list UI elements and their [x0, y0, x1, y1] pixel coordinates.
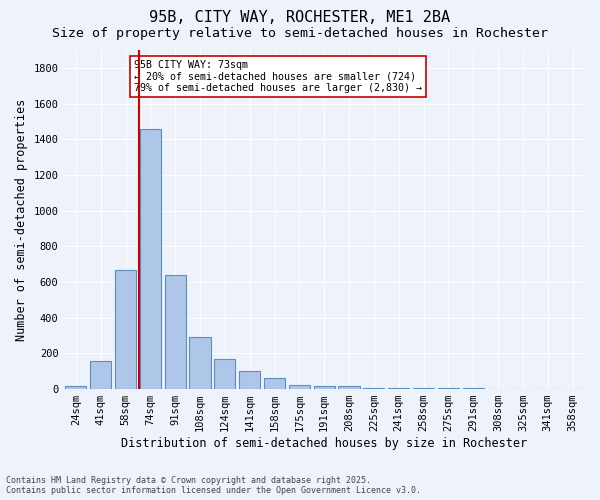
Bar: [239, 371, 260, 389]
Bar: [164, 275, 186, 389]
Bar: [264, 378, 285, 389]
Text: 95B CITY WAY: 73sqm
← 20% of semi-detached houses are smaller (724)
79% of semi-: 95B CITY WAY: 73sqm ← 20% of semi-detach…: [134, 60, 422, 94]
Text: Contains HM Land Registry data © Crown copyright and database right 2025.
Contai: Contains HM Land Registry data © Crown c…: [6, 476, 421, 495]
Bar: [65, 386, 86, 389]
Bar: [463, 388, 484, 389]
X-axis label: Distribution of semi-detached houses by size in Rochester: Distribution of semi-detached houses by …: [121, 437, 527, 450]
Bar: [364, 388, 385, 389]
Bar: [140, 128, 161, 389]
Bar: [314, 386, 335, 389]
Y-axis label: Number of semi-detached properties: Number of semi-detached properties: [15, 98, 28, 340]
Text: 95B, CITY WAY, ROCHESTER, ME1 2BA: 95B, CITY WAY, ROCHESTER, ME1 2BA: [149, 10, 451, 25]
Bar: [413, 388, 434, 389]
Bar: [115, 270, 136, 389]
Bar: [190, 338, 211, 389]
Text: Size of property relative to semi-detached houses in Rochester: Size of property relative to semi-detach…: [52, 28, 548, 40]
Bar: [388, 388, 409, 389]
Bar: [90, 360, 111, 389]
Bar: [438, 388, 459, 389]
Bar: [338, 386, 359, 389]
Bar: [289, 384, 310, 389]
Bar: [214, 358, 235, 389]
